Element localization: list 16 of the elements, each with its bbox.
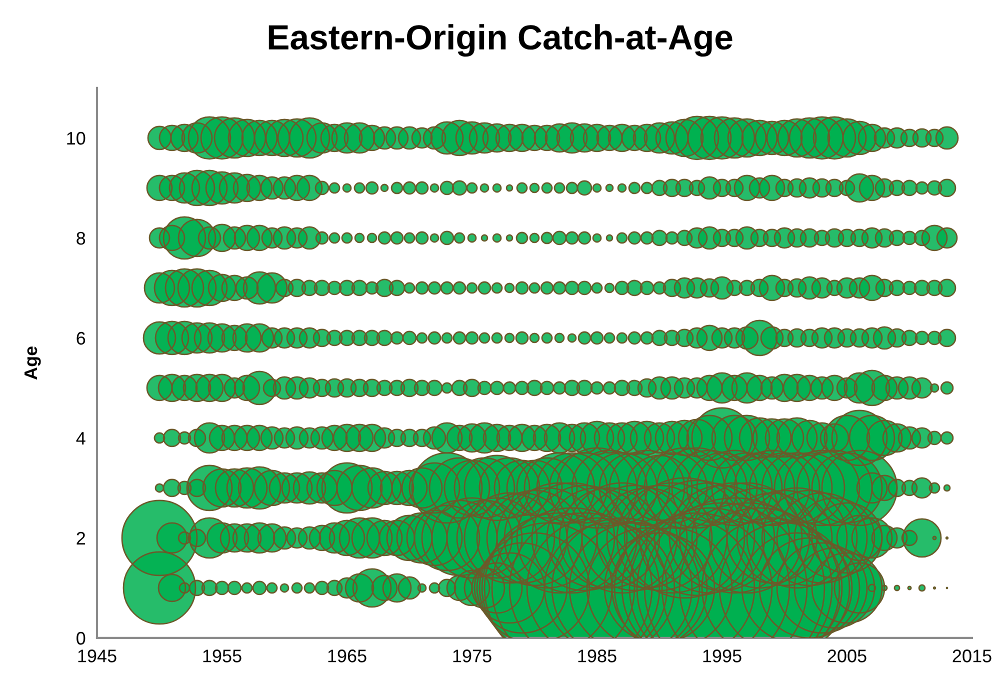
- x-tick-label: 1985: [578, 650, 616, 662]
- x-tick-label: 1965: [328, 650, 366, 662]
- y-tick-label: 10: [67, 132, 86, 145]
- y-tick-label: 0: [76, 632, 86, 645]
- y-axis-title: Age: [24, 346, 41, 380]
- x-tick-label: 1995: [703, 650, 742, 662]
- y-tick-label: 6: [76, 332, 86, 345]
- y-tick-label: 8: [76, 232, 86, 245]
- x-tick-label: 2015: [952, 650, 992, 662]
- chart-title: Eastern-Origin Catch-at-Age: [268, 24, 732, 57]
- y-tick-label: 4: [76, 432, 86, 445]
- x-tick-label: 1945: [78, 650, 116, 662]
- x-tick-label: 1975: [453, 650, 492, 662]
- x-tick-label: 2005: [828, 650, 866, 662]
- x-tick-label: 1955: [203, 650, 242, 662]
- y-tick-label: 2: [76, 532, 85, 545]
